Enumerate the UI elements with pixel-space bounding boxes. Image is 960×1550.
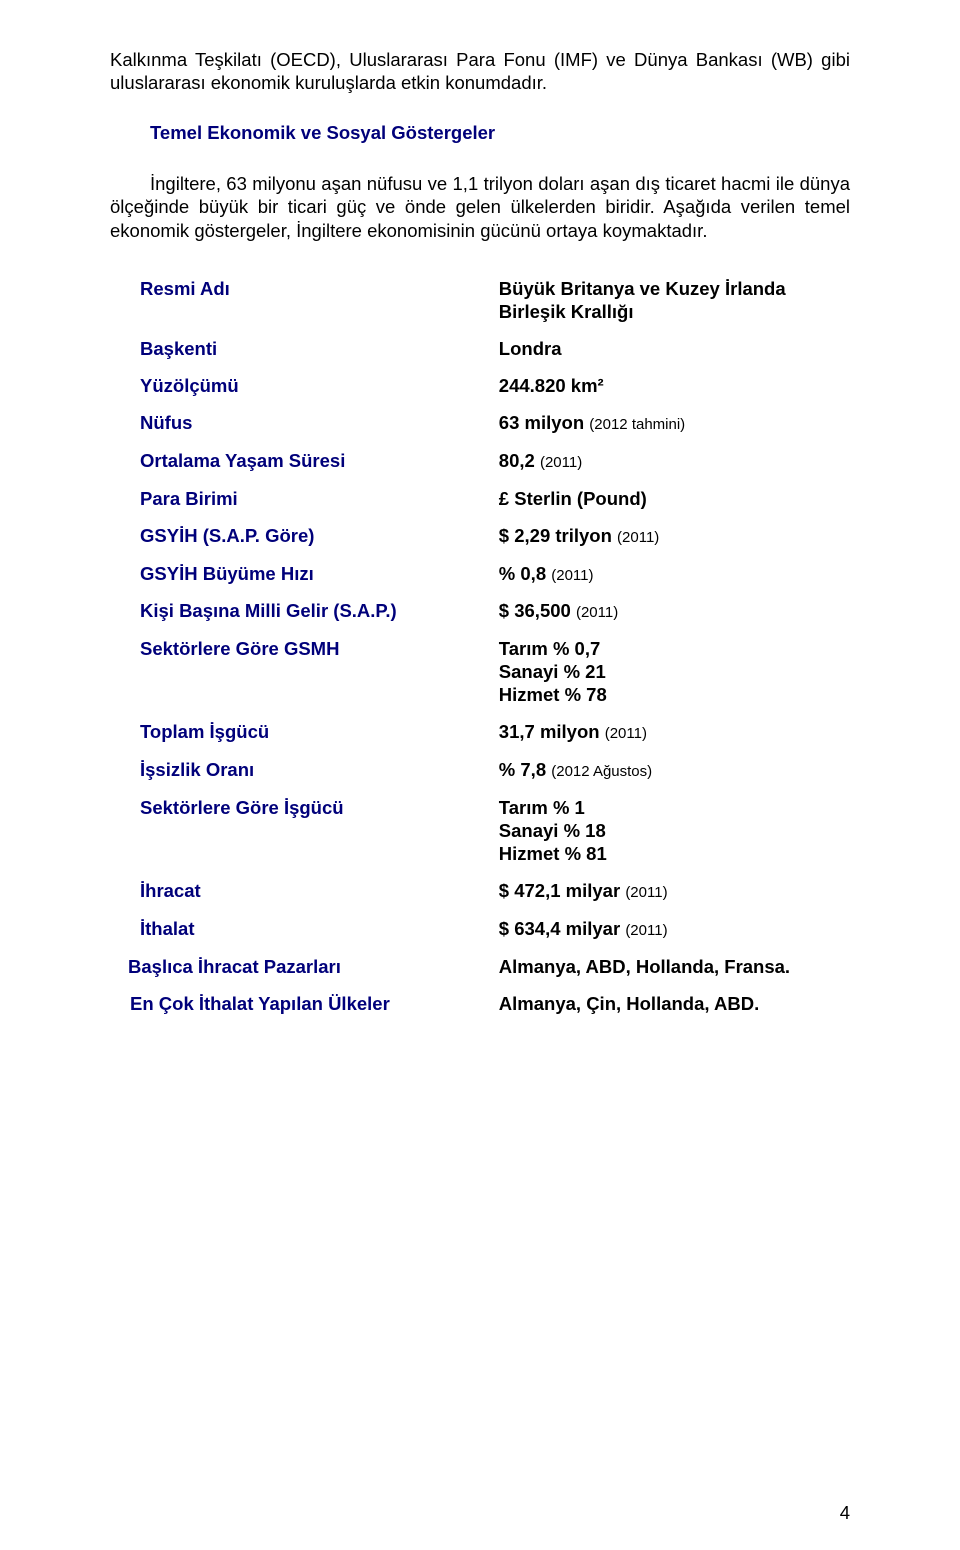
table-row: Resmi Adı Büyük Britanya ve Kuzey İrland… bbox=[110, 270, 850, 330]
value-text: $ 472,1 milyar bbox=[499, 880, 626, 901]
label-kisi-milli: Kişi Başına Milli Gelir (S.A.P.) bbox=[110, 592, 495, 630]
value-note: (2011) bbox=[576, 604, 618, 621]
value-text: % 7,8 bbox=[499, 759, 551, 780]
table-row: Para Birimi £ Sterlin (Pound) bbox=[110, 480, 850, 517]
value-text: 63 milyon bbox=[499, 412, 589, 433]
document-page: Kalkınma Teşkilatı (OECD), Uluslararası … bbox=[0, 0, 960, 1550]
value-nufus: 63 milyon (2012 tahmini) bbox=[495, 404, 850, 442]
label-sek-isgucu: Sektörlere Göre İşgücü bbox=[110, 789, 495, 872]
value-note: (2012 tahmini) bbox=[589, 416, 685, 433]
value-note: (2011) bbox=[617, 529, 659, 546]
value-text: 31,7 milyon bbox=[499, 721, 605, 742]
table-row: En Çok İthalat Yapılan Ülkeler Almanya, … bbox=[110, 985, 850, 1022]
value-line: Tarım % 0,7 bbox=[499, 637, 850, 660]
body-paragraph: İngiltere, 63 milyonu aşan nüfusu ve 1,1… bbox=[110, 172, 850, 241]
value-text: $ 2,29 trilyon bbox=[499, 525, 617, 546]
section-heading: Temel Ekonomik ve Sosyal Göstergeler bbox=[110, 122, 850, 144]
value-resmi-adi: Büyük Britanya ve Kuzey İrlanda Birleşik… bbox=[495, 270, 850, 330]
value-yuzolcumu: 244.820 km² bbox=[495, 367, 850, 404]
value-yasam: 80,2 (2011) bbox=[495, 442, 850, 480]
value-note: (2011) bbox=[540, 454, 582, 471]
label-ithalat-ulke: En Çok İthalat Yapılan Ülkeler bbox=[110, 985, 495, 1022]
intro-paragraph: Kalkınma Teşkilatı (OECD), Uluslararası … bbox=[110, 48, 850, 94]
table-row: Toplam İşgücü 31,7 milyon (2011) bbox=[110, 713, 850, 751]
value-kisi-milli: $ 36,500 (2011) bbox=[495, 592, 850, 630]
value-issizlik: % 7,8 (2012 Ağustos) bbox=[495, 751, 850, 789]
label-gsyih-hiz: GSYİH Büyüme Hızı bbox=[110, 555, 495, 593]
value-isgucu: 31,7 milyon (2011) bbox=[495, 713, 850, 751]
value-note: (2011) bbox=[551, 567, 593, 584]
label-nufus: Nüfus bbox=[110, 404, 495, 442]
value-line: Tarım % 1 bbox=[499, 796, 850, 819]
value-gsyih-hiz: % 0,8 (2011) bbox=[495, 555, 850, 593]
value-ihracat-pazar: Almanya, ABD, Hollanda, Fransa. bbox=[495, 948, 850, 985]
table-row: Ortalama Yaşam Süresi 80,2 (2011) bbox=[110, 442, 850, 480]
value-text: $ 634,4 milyar bbox=[499, 918, 626, 939]
value-line: Hizmet % 78 bbox=[499, 683, 850, 706]
label-sek-gsmh: Sektörlere Göre GSMH bbox=[110, 630, 495, 713]
value-note: (2012 Ağustos) bbox=[551, 763, 652, 780]
page-number: 4 bbox=[840, 1502, 850, 1524]
value-note: (2011) bbox=[605, 725, 647, 742]
value-gsyih-gore: $ 2,29 trilyon (2011) bbox=[495, 517, 850, 555]
table-row: Başlıca İhracat Pazarları Almanya, ABD, … bbox=[110, 948, 850, 985]
value-note: (2011) bbox=[625, 884, 667, 901]
table-row: Başkenti Londra bbox=[110, 330, 850, 367]
table-row: Yüzölçümü 244.820 km² bbox=[110, 367, 850, 404]
value-line: Birleşik Krallığı bbox=[499, 300, 850, 323]
label-isgucu: Toplam İşgücü bbox=[110, 713, 495, 751]
value-text: % 0,8 bbox=[499, 563, 551, 584]
label-ihracat-pazar: Başlıca İhracat Pazarları bbox=[110, 948, 495, 985]
label-ihracat: İhracat bbox=[110, 872, 495, 910]
value-ithalat-ulke: Almanya, Çin, Hollanda, ABD. bbox=[495, 985, 850, 1022]
value-line: Sanayi % 21 bbox=[499, 660, 850, 683]
value-text: 80,2 bbox=[499, 450, 540, 471]
value-line: Hizmet % 81 bbox=[499, 842, 850, 865]
table-row: Nüfus 63 milyon (2012 tahmini) bbox=[110, 404, 850, 442]
label-issizlik: İşsizlik Oranı bbox=[110, 751, 495, 789]
table-row: İhracat $ 472,1 milyar (2011) bbox=[110, 872, 850, 910]
value-line: Sanayi % 18 bbox=[499, 819, 850, 842]
label-baskenti: Başkenti bbox=[110, 330, 495, 367]
label-yuzolcumu: Yüzölçümü bbox=[110, 367, 495, 404]
value-sek-gsmh: Tarım % 0,7 Sanayi % 21 Hizmet % 78 bbox=[495, 630, 850, 713]
label-para: Para Birimi bbox=[110, 480, 495, 517]
value-ithalat: $ 634,4 milyar (2011) bbox=[495, 910, 850, 948]
table-row: Sektörlere Göre İşgücü Tarım % 1 Sanayi … bbox=[110, 789, 850, 872]
value-text: $ 36,500 bbox=[499, 600, 576, 621]
value-baskenti: Londra bbox=[495, 330, 850, 367]
label-gsyih-gore: GSYİH (S.A.P. Göre) bbox=[110, 517, 495, 555]
table-row: İthalat $ 634,4 milyar (2011) bbox=[110, 910, 850, 948]
value-note: (2011) bbox=[625, 922, 667, 939]
indicators-table: Resmi Adı Büyük Britanya ve Kuzey İrland… bbox=[110, 270, 850, 1022]
label-resmi-adi: Resmi Adı bbox=[110, 270, 495, 330]
label-yasam: Ortalama Yaşam Süresi bbox=[110, 442, 495, 480]
value-para: £ Sterlin (Pound) bbox=[495, 480, 850, 517]
label-ithalat: İthalat bbox=[110, 910, 495, 948]
table-row: Sektörlere Göre GSMH Tarım % 0,7 Sanayi … bbox=[110, 630, 850, 713]
value-sek-isgucu: Tarım % 1 Sanayi % 18 Hizmet % 81 bbox=[495, 789, 850, 872]
value-ihracat: $ 472,1 milyar (2011) bbox=[495, 872, 850, 910]
value-line: Büyük Britanya ve Kuzey İrlanda bbox=[499, 277, 850, 300]
table-row: GSYİH (S.A.P. Göre) $ 2,29 trilyon (2011… bbox=[110, 517, 850, 555]
table-row: Kişi Başına Milli Gelir (S.A.P.) $ 36,50… bbox=[110, 592, 850, 630]
table-row: GSYİH Büyüme Hızı % 0,8 (2011) bbox=[110, 555, 850, 593]
table-row: İşsizlik Oranı % 7,8 (2012 Ağustos) bbox=[110, 751, 850, 789]
